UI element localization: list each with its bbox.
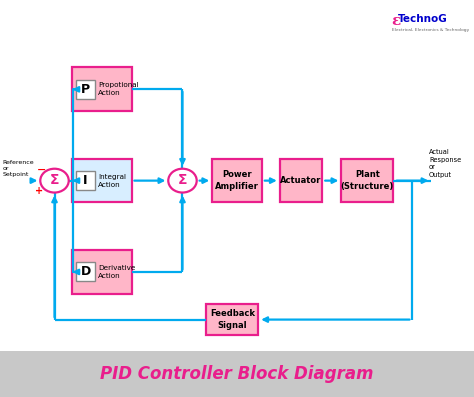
- FancyBboxPatch shape: [206, 304, 258, 335]
- Text: Derivative
Action: Derivative Action: [98, 265, 135, 279]
- FancyBboxPatch shape: [76, 171, 95, 190]
- Text: +: +: [35, 185, 44, 196]
- FancyBboxPatch shape: [280, 159, 322, 202]
- Text: Actual
Response
or
Output: Actual Response or Output: [429, 149, 461, 178]
- Circle shape: [168, 169, 197, 193]
- Text: Σ: Σ: [50, 173, 59, 187]
- FancyBboxPatch shape: [76, 80, 95, 99]
- FancyBboxPatch shape: [72, 159, 131, 202]
- FancyBboxPatch shape: [341, 159, 393, 202]
- Text: Electrical, Electronics & Technology: Electrical, Electronics & Technology: [392, 28, 470, 32]
- Text: Reference
or
Setpoint: Reference or Setpoint: [2, 160, 34, 177]
- Text: Actuator: Actuator: [280, 176, 322, 185]
- FancyBboxPatch shape: [72, 67, 131, 111]
- Text: PID Controller Block Diagram: PID Controller Block Diagram: [100, 365, 374, 383]
- Text: TechnoG: TechnoG: [398, 14, 448, 24]
- FancyBboxPatch shape: [72, 250, 131, 294]
- Text: −: −: [36, 164, 46, 175]
- Text: Σ: Σ: [178, 173, 187, 187]
- Text: I: I: [83, 174, 88, 187]
- Text: Power
Amplifier: Power Amplifier: [215, 170, 259, 191]
- Text: D: D: [81, 266, 91, 278]
- FancyBboxPatch shape: [76, 262, 95, 281]
- Circle shape: [40, 169, 69, 193]
- Text: Plant
(Structure): Plant (Structure): [341, 170, 394, 191]
- FancyBboxPatch shape: [0, 351, 474, 397]
- Text: ε: ε: [391, 14, 401, 28]
- Text: P: P: [81, 83, 90, 96]
- FancyBboxPatch shape: [212, 159, 262, 202]
- Text: Integral
Action: Integral Action: [98, 173, 126, 188]
- Text: Feedback
Signal: Feedback Signal: [210, 309, 255, 330]
- Text: Propotional
Action: Propotional Action: [98, 82, 138, 96]
